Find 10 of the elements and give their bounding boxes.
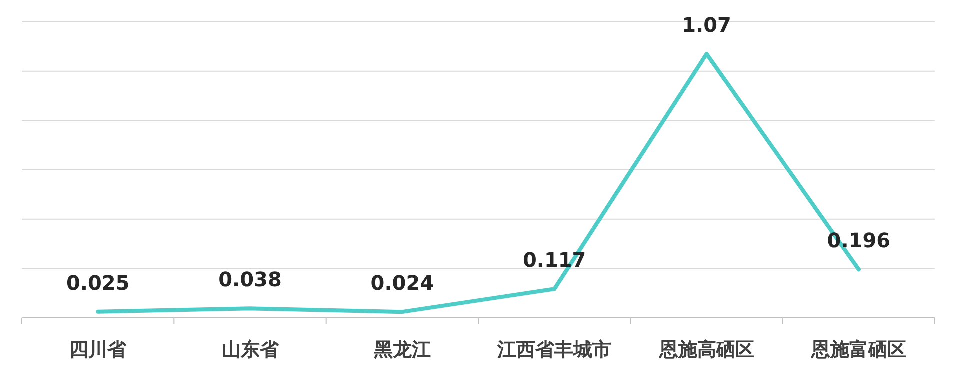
x-tick-label: 黑龙江 bbox=[372, 339, 431, 361]
x-tick-label: 山东省 bbox=[222, 339, 280, 361]
x-tick-label: 恩施高硒区 bbox=[658, 339, 754, 361]
data-label: 0.024 bbox=[370, 271, 434, 296]
x-tick-label: 四川省 bbox=[70, 339, 128, 361]
x-tick-label: 恩施富硒区 bbox=[810, 339, 906, 361]
x-tick-label: 江西省丰城市 bbox=[496, 339, 612, 361]
data-label: 0.025 bbox=[66, 270, 130, 295]
data-label: 0.038 bbox=[218, 268, 282, 292]
data-label: 1.07 bbox=[682, 13, 732, 38]
